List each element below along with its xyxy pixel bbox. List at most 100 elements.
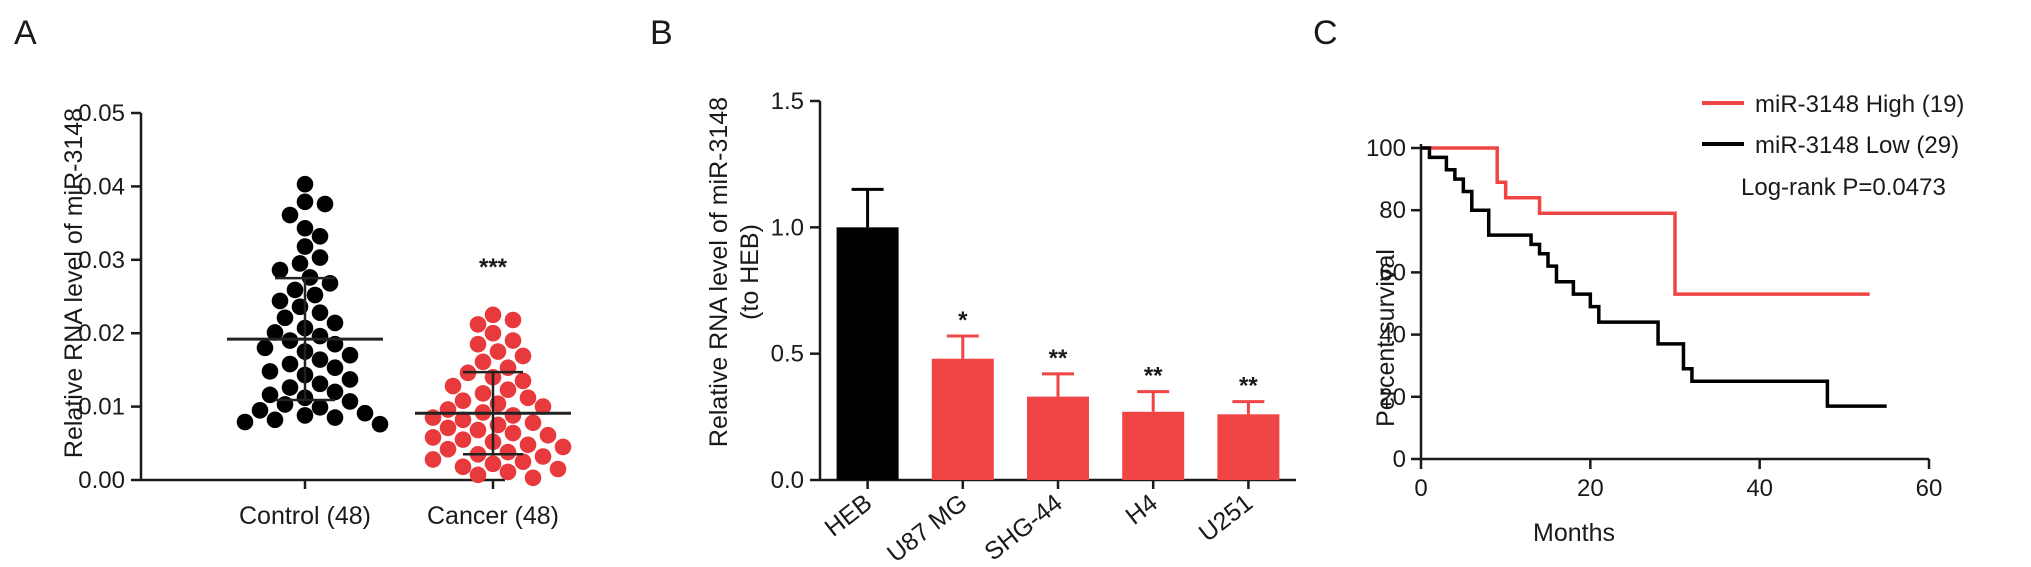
panel-a-data-point [499,359,517,376]
panel-c-x-tick-label: 0 [1414,475,1427,502]
panel-a-y-tick-label: 0.04 [78,173,125,200]
panel-b-y-axis-label: Relative RNA level of miR-3148 [705,97,733,447]
panel-a-category-label: Control (48) [239,502,371,530]
panel-a-data-point [499,381,517,399]
legend-label-low: miR-3148 Low (29) [1755,132,1959,159]
panel-c-y-tick-label: 0 [1393,446,1406,473]
panel-b: B Relative RNA level of miR-3148 (to HEB… [650,14,1296,567]
panel-a-data-point [296,175,314,193]
panel-a-data-point [311,399,329,416]
panel-a-data-point [296,407,314,424]
panel-a-data-point [539,426,557,444]
panel-a-data-point [504,407,522,424]
panel-a-data-point [514,347,532,365]
panel-a-y-tick-label: 0.02 [78,320,125,347]
panel-a-data-point [439,440,457,458]
panel-a-data-point [256,339,274,357]
panel-a-data-point [261,386,279,404]
panel-a-data-point [439,419,457,437]
panel-a-data-point [534,448,552,465]
panel-a-data-point [276,396,294,413]
panel-a-data-point [281,355,299,373]
panel-a-data-point [444,377,462,395]
panel-c-x-tick-label: 40 [1746,475,1773,502]
panel-c-y-tick-label: 100 [1366,135,1406,162]
panel-a-data-point [499,443,517,461]
panel-c-y-tick-label: 60 [1379,259,1406,286]
panel-b-significance: * [958,307,968,334]
panel-a-data-point [371,415,389,433]
panel-a-data-point [311,351,329,368]
panel-a-marks: *** [227,175,572,487]
panel-a-data-point [454,458,472,476]
panel-a-data-point [316,195,334,213]
panel-a-data-point [474,353,492,371]
panel-a-data-point [326,409,344,426]
panel-a-data-point [534,398,552,415]
panel-a-data-point [519,389,537,407]
panel-a-data-point [489,343,507,360]
panel-a-data-point [504,332,522,349]
panel-a-category-label: Cancer (48) [427,502,559,530]
panel-a-data-point [504,311,522,329]
panel-b-bar [1027,396,1089,480]
panel-a-data-point [356,404,374,422]
panel-a-data-point [469,466,487,484]
panel-b-significance: ** [1144,363,1163,390]
panel-a-data-point [439,401,457,418]
panel-a-data-point [326,359,344,376]
panel-a-data-point [484,324,502,342]
panel-a-data-point [424,429,442,446]
panel-b-y-axis-label-line2: (to HEB) [736,224,764,320]
panel-b-y-tick-label: 1.5 [771,88,804,115]
panel-b-category-label: U87 MG [882,489,973,567]
panel-a-data-point [424,451,442,468]
panel-a-data-point [326,314,344,332]
panel-a-data-point [484,455,502,473]
panel-a-data-point [261,363,279,380]
panel-c-survival-curve-high [1421,146,1870,296]
panel-a-data-point [454,392,472,410]
panel-a-data-point [266,411,284,429]
panel-b-bar [1217,414,1280,480]
panel-a-data-point [296,193,314,211]
panel-a-y-tick-label: 0.01 [78,394,125,421]
panel-a-data-point [341,393,359,410]
panel-b-category-label: HEB [820,489,878,543]
panel-a-data-point [519,436,537,454]
panel-c-x-tick-label: 60 [1916,475,1943,502]
panel-a-y-tick-label: 0.05 [78,100,125,127]
panel-c-y-axis-label: Percent survival [1372,249,1400,427]
panel-a-axes: 0.00 0.01 0.02 0.03 0.04 0.05 Control (48) Canc… [78,100,559,530]
panel-a-data-point [311,228,329,245]
panel-a-y-tick-label: 0.00 [78,467,125,494]
panel-a-data-point [514,453,532,470]
panel-a-data-point [499,463,517,481]
panel-b-marks: ***** ** [836,187,1280,480]
panel-a-data-point [266,324,284,341]
panel-a-data-point [306,286,324,304]
panel-c-y-tick-label: 80 [1379,197,1406,224]
panel-a-data-point [271,292,289,310]
panel-a-y-tick-label: 0.03 [78,247,125,274]
panel-a-data-point [281,379,299,396]
panel-a-data-point [341,371,359,388]
panel-a-data-point [454,411,472,429]
panel-b-bar [836,227,899,480]
panel-a-data-point [554,438,572,456]
panel-a-data-point [311,304,329,321]
panel-a-data-point [524,469,542,487]
panel-b-label: B [650,14,673,52]
panel-a-y-axis-label: Relative RNA level of miR-3148 [60,108,88,458]
panel-b-y-tick-label: 0.5 [771,341,804,368]
panel-a-data-point [291,255,309,272]
panel-c-x-tick-label: 20 [1577,475,1604,502]
panel-b-significance: ** [1239,373,1258,400]
panel-c-y-tick-label: 40 [1379,322,1406,349]
panel-a-data-point [271,261,289,279]
panel-b-bar [931,358,994,480]
panel-a-data-point [311,327,329,345]
panel-a-label: A [14,14,37,52]
panel-c-y-tick-label: 20 [1379,384,1406,411]
panel-a-data-point [469,316,487,333]
